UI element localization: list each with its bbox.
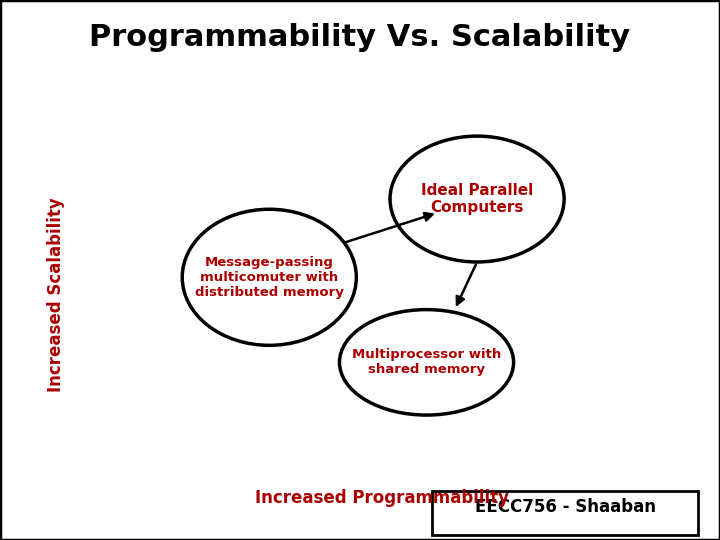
Text: Programmability Vs. Scalability: Programmability Vs. Scalability [89, 23, 631, 52]
Text: Increased Scalability: Increased Scalability [47, 197, 65, 392]
Text: Message-passing
multicomuter with
distributed memory: Message-passing multicomuter with distri… [195, 256, 343, 299]
Text: Increased Programmability: Increased Programmability [255, 489, 508, 508]
Text: EECC756 - Shaaban: EECC756 - Shaaban [474, 497, 656, 516]
FancyBboxPatch shape [432, 491, 698, 535]
Text: Multiprocessor with
shared memory: Multiprocessor with shared memory [352, 348, 501, 376]
Text: Ideal Parallel
Computers: Ideal Parallel Computers [421, 183, 534, 215]
